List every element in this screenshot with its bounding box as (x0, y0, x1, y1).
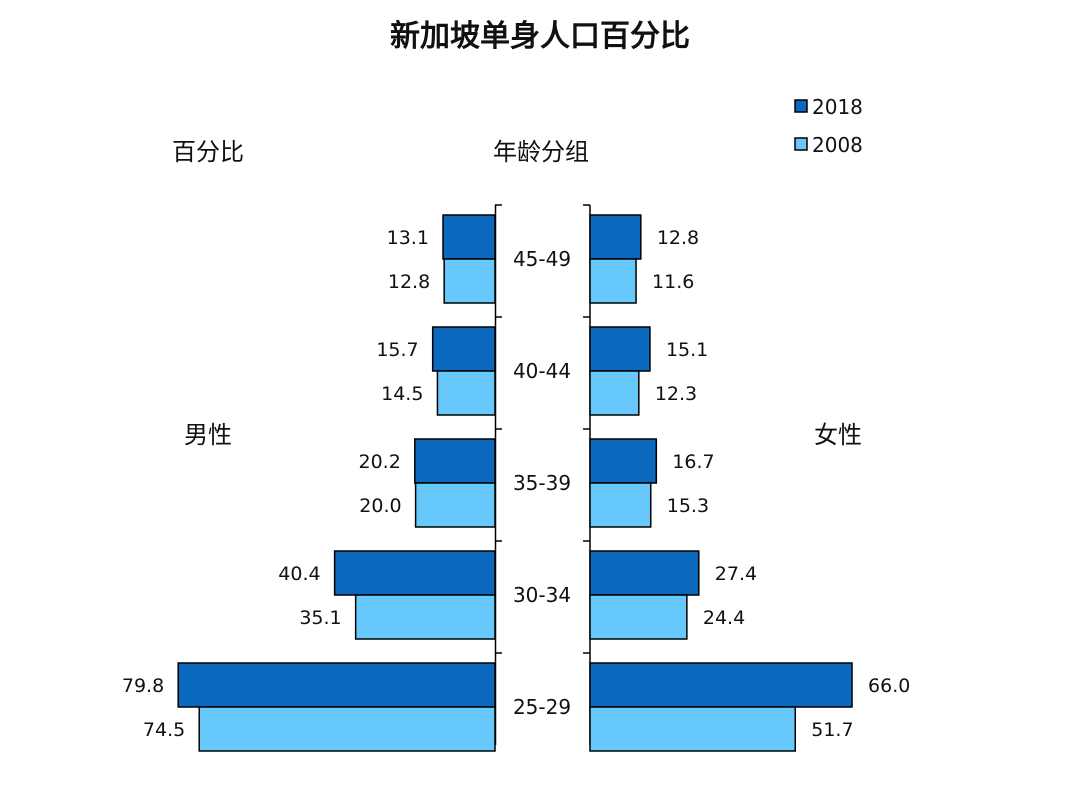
center-axis-label: 年龄分组 (493, 138, 589, 166)
legend-swatch-2018 (794, 99, 808, 113)
bar-male-2008-35-39 (414, 482, 496, 528)
data-label-male-2008-30-34: 35.1 (299, 607, 341, 629)
bar-female-2008-45-49 (589, 258, 637, 304)
bar-male-2008-25-29 (198, 706, 496, 752)
bar-male-2018-40-44 (431, 326, 496, 372)
data-label-female-2018-45-49: 12.8 (657, 227, 699, 249)
left-axis-label: 百分比 (172, 138, 244, 166)
category-label-30-34: 30-34 (513, 583, 571, 607)
bar-female-2018-45-49 (589, 214, 642, 260)
data-label-male-2018-40-44: 15.7 (376, 339, 418, 361)
legend: 2018 2008 (794, 95, 863, 157)
bar-male-2018-30-34 (333, 550, 496, 596)
data-label-female-2008-45-49: 11.6 (652, 271, 694, 293)
data-label-female-2008-40-44: 12.3 (655, 383, 697, 405)
data-label-female-2008-35-39: 15.3 (667, 495, 709, 517)
data-label-female-2018-25-29: 66.0 (868, 675, 910, 697)
bar-male-2018-25-29 (177, 662, 496, 708)
legend-swatch-2008 (794, 137, 808, 151)
category-label-40-44: 40-44 (513, 359, 571, 383)
data-label-female-2008-30-34: 24.4 (703, 607, 745, 629)
data-label-male-2018-45-49: 13.1 (387, 227, 429, 249)
bar-female-2018-35-39 (589, 438, 658, 484)
bar-female-2008-35-39 (589, 482, 652, 528)
bar-female-2008-25-29 (589, 706, 796, 752)
data-label-female-2008-25-29: 51.7 (811, 719, 853, 741)
bar-female-2018-40-44 (589, 326, 651, 372)
data-label-male-2018-30-34: 40.4 (278, 563, 320, 585)
bar-female-2008-40-44 (589, 370, 640, 416)
bar-male-2008-30-34 (354, 594, 496, 640)
data-label-male-2008-40-44: 14.5 (381, 383, 423, 405)
data-label-male-2008-25-29: 74.5 (143, 719, 185, 741)
bar-male-2008-40-44 (436, 370, 496, 416)
category-label-25-29: 25-29 (513, 695, 571, 719)
legend-label-2008: 2008 (812, 133, 863, 157)
male-label: 男性 (184, 421, 232, 449)
data-label-male-2018-35-39: 20.2 (358, 451, 400, 473)
bar-male-2018-35-39 (414, 438, 496, 484)
data-label-female-2018-40-44: 15.1 (666, 339, 708, 361)
data-label-female-2018-30-34: 27.4 (715, 563, 757, 585)
category-label-45-49: 45-49 (513, 247, 571, 271)
data-label-male-2018-25-29: 79.8 (122, 675, 164, 697)
data-label-male-2008-35-39: 20.0 (359, 495, 401, 517)
bar-male-2008-45-49 (443, 258, 496, 304)
legend-label-2018: 2018 (812, 95, 863, 119)
bar-female-2018-25-29 (589, 662, 853, 708)
category-label-35-39: 35-39 (513, 471, 571, 495)
data-label-male-2008-45-49: 12.8 (388, 271, 430, 293)
chart-title: 新加坡单身人口百分比 (390, 19, 690, 54)
bar-female-2018-30-34 (589, 550, 700, 596)
data-label-female-2018-35-39: 16.7 (672, 451, 714, 473)
bar-male-2018-45-49 (442, 214, 496, 260)
bar-female-2008-30-34 (589, 594, 688, 640)
female-label: 女性 (814, 421, 862, 449)
